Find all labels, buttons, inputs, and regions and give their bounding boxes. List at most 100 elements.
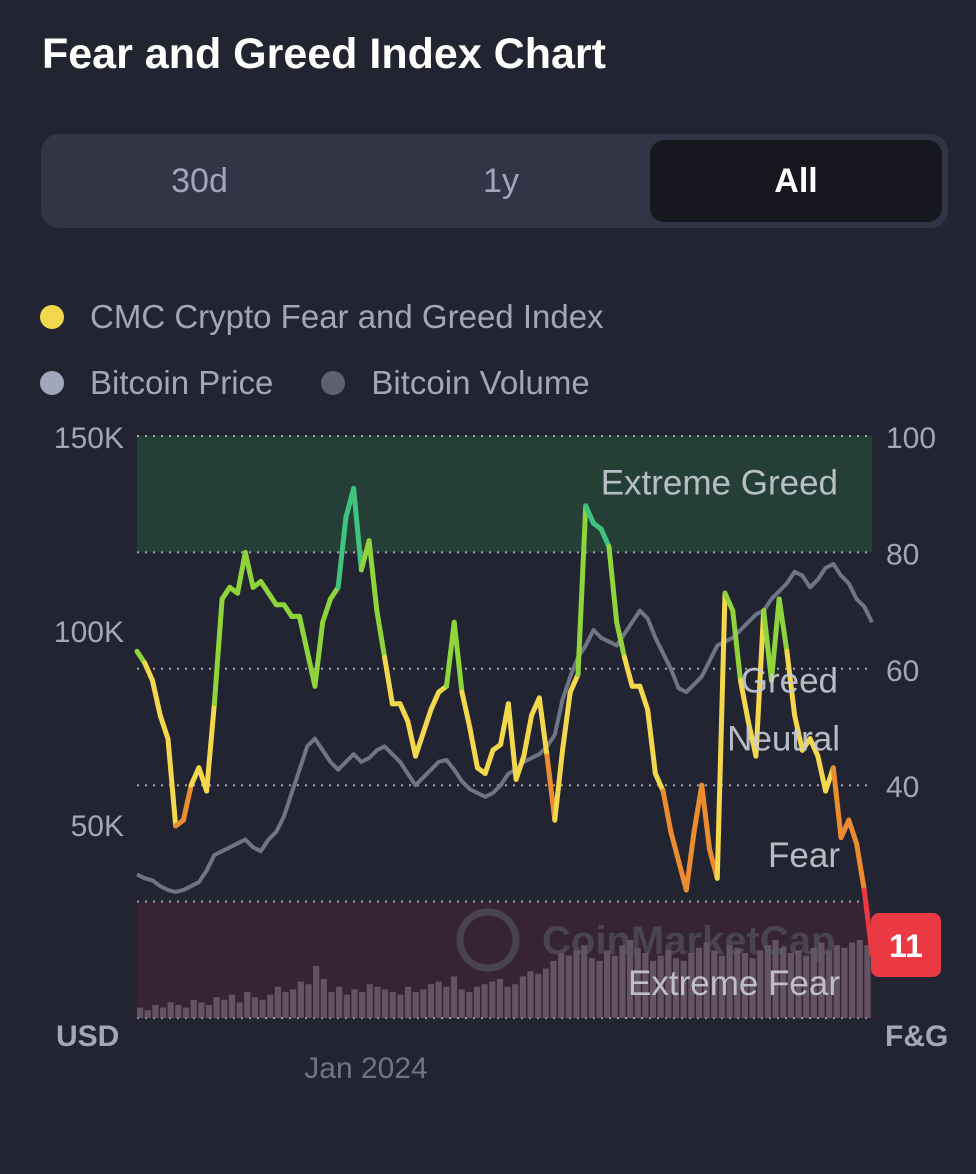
tab-1y[interactable]: 1y	[483, 161, 519, 200]
fng-line-segment	[459, 689, 473, 730]
legend-dot-fear-greed	[40, 305, 64, 329]
volume-bar	[205, 1005, 213, 1018]
volume-bar	[404, 986, 412, 1018]
volume-bar	[833, 945, 840, 1018]
volume-bar	[849, 942, 856, 1018]
volume-bar	[795, 950, 802, 1018]
volume-bar	[665, 950, 672, 1018]
fng-line-segment	[242, 549, 256, 590]
tab-all[interactable]: All	[650, 140, 942, 222]
axis-labels: 150K 100K 50K 100 80 60 40 USD F&G Jan 2024	[54, 422, 948, 1085]
watermark-text: CoinMarketCap	[542, 919, 835, 963]
fng-line-segment	[420, 707, 434, 736]
fng-line-segment	[846, 817, 860, 846]
volume-bar	[336, 986, 343, 1018]
fng-line-segment	[830, 765, 844, 841]
volume-bar	[810, 947, 817, 1018]
fng-line-segment	[652, 771, 666, 794]
fng-line-segment	[312, 619, 326, 689]
fng-line-segment	[211, 596, 225, 707]
volume-bar	[604, 950, 611, 1018]
volume-bar	[259, 999, 266, 1018]
volume-bar	[473, 986, 481, 1018]
legend-item-bitcoin-price[interactable]: Bitcoin Price	[40, 364, 273, 402]
volume-bar	[251, 997, 258, 1018]
volume-bar	[512, 984, 519, 1018]
volume-bar	[642, 953, 649, 1018]
fng-line-segment	[621, 654, 635, 689]
volume-bar	[496, 979, 503, 1018]
volume-bars	[137, 940, 871, 1018]
volume-bar	[374, 986, 381, 1018]
fng-line-segment	[815, 753, 829, 794]
volume-bar	[489, 981, 496, 1018]
zone-label: Extreme Fear	[628, 964, 840, 1003]
fng-line-segment	[598, 526, 612, 550]
legend-item-bitcoin-volume[interactable]: Bitcoin Volume	[321, 364, 590, 402]
fng-line-segment	[753, 608, 767, 759]
volume-bar	[787, 953, 794, 1018]
fng-line-segment	[861, 887, 875, 957]
legend-dot-bitcoin-volume	[321, 371, 346, 395]
volume-bar	[137, 1007, 144, 1018]
fng-line-segment	[668, 829, 682, 864]
volume-bar	[718, 955, 726, 1018]
fng-line-segment	[699, 782, 713, 852]
fng-line-segment	[467, 724, 480, 771]
volume-bar	[190, 999, 197, 1018]
volume-bar	[680, 960, 687, 1018]
volume-bar	[366, 984, 373, 1018]
fng-line-segment	[737, 677, 751, 724]
fng-line-segment	[397, 701, 411, 724]
volume-bar	[841, 947, 848, 1018]
right-axis-tick: 40	[886, 771, 919, 804]
left-axis-label: USD	[56, 1020, 119, 1053]
legend-row-1: CMC Crypto Fear and Greed Index	[40, 298, 652, 336]
volume-bar	[466, 992, 473, 1018]
fng-line-segment	[683, 829, 697, 893]
tab-30d[interactable]: 30d	[171, 161, 228, 200]
volume-bar	[611, 955, 618, 1018]
legend-item-fear-greed[interactable]: CMC Crypto Fear and Greed Index	[40, 298, 604, 336]
timeframe-tabs: 30d 1y All	[41, 134, 948, 228]
volume-bar	[274, 986, 281, 1018]
zone-band-0	[137, 436, 872, 553]
fng-line-segment	[204, 701, 217, 794]
volume-bar	[826, 950, 833, 1018]
fng-line-segment	[536, 695, 550, 759]
volume-bar	[351, 989, 358, 1018]
fng-line-segment	[374, 608, 388, 660]
volume-bar	[757, 950, 764, 1018]
watermark-logo-icon	[456, 908, 520, 972]
right-axis-label: F&G	[885, 1020, 948, 1053]
volume-bar	[535, 973, 542, 1018]
fear-greed-chart[interactable]: CoinMarketCap Extreme Greed Greed Neutral F…	[0, 420, 976, 1120]
right-axis-tick: 100	[886, 422, 936, 455]
volume-bar	[764, 945, 771, 1018]
volume-bar	[167, 1002, 174, 1018]
fng-line-segment	[552, 747, 566, 823]
volume-bar	[450, 976, 458, 1018]
zone-label: Extreme Greed	[601, 464, 838, 503]
legend-label-bitcoin-volume: Bitcoin Volume	[371, 364, 590, 401]
fng-line-segment	[854, 840, 867, 893]
fng-line-segment	[714, 590, 728, 881]
fng-line-segment	[142, 660, 155, 683]
fng-line-segment	[560, 689, 573, 753]
volume-bar	[803, 955, 810, 1018]
left-axis-tick: 150K	[54, 422, 124, 455]
volume-bar	[435, 981, 442, 1018]
price-line	[136, 562, 874, 894]
right-axis-tick: 80	[886, 538, 919, 571]
volume-bar	[565, 955, 572, 1018]
volume-bar	[182, 1007, 190, 1018]
legend-row-2: Bitcoin Price Bitcoin Volume	[40, 364, 638, 402]
volume-bar	[672, 958, 680, 1018]
fng-line-segment	[428, 689, 442, 713]
fng-line-segment	[567, 672, 581, 695]
volume-bar	[734, 947, 741, 1018]
volume-bar	[711, 950, 718, 1018]
volume-bar	[244, 992, 251, 1018]
volume-bar	[619, 945, 626, 1018]
current-value-badge-bg	[871, 913, 941, 977]
